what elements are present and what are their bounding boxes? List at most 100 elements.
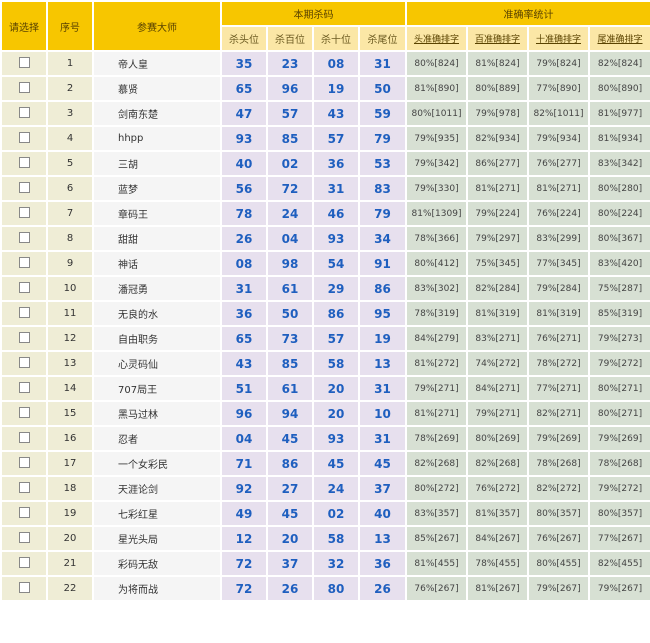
kill-head: 71 <box>220 450 268 477</box>
kill-ten: 02 <box>312 500 360 527</box>
seq-cell: 21 <box>46 550 94 577</box>
kill-hundred: 04 <box>266 225 314 252</box>
select-checkbox[interactable] <box>18 106 30 118</box>
table-row: 19 七彩红星 49 45 02 40 83%[357] 81%[357] 80%[357] 80… <box>0 500 650 527</box>
select-checkbox[interactable] <box>18 131 30 143</box>
sort-head-accuracy-link[interactable]: 头准确排字 <box>405 25 468 52</box>
select-checkbox[interactable] <box>18 481 30 493</box>
kill-tail: 26 <box>358 575 407 602</box>
select-checkbox[interactable] <box>18 231 30 243</box>
accuracy-ten: 78%[272] <box>527 350 590 377</box>
accuracy-head: 84%[279] <box>405 325 468 352</box>
accuracy-hundred: 78%[455] <box>466 550 529 577</box>
kill-ten: 20 <box>312 400 360 427</box>
accuracy-tail: 81%[934] <box>588 125 650 152</box>
select-checkbox[interactable] <box>18 381 30 393</box>
accuracy-tail: 83%[342] <box>588 150 650 177</box>
kill-tail: 79 <box>358 200 407 227</box>
select-cell <box>0 275 48 302</box>
select-checkbox[interactable] <box>18 506 30 518</box>
accuracy-hundred: 86%[277] <box>466 150 529 177</box>
accuracy-tail: 80%[367] <box>588 225 650 252</box>
accuracy-tail: 80%[890] <box>588 75 650 102</box>
table-row: 3 剑南东楚 47 57 43 59 80%[1011] 79%[978] 82%[1011] 8… <box>0 100 650 127</box>
kill-head: 36 <box>220 300 268 327</box>
kill-hundred: 24 <box>266 200 314 227</box>
master-name: 天涯论剑 <box>92 475 222 502</box>
select-checkbox[interactable] <box>18 331 30 343</box>
accuracy-hundred: 79%[297] <box>466 225 529 252</box>
select-checkbox[interactable] <box>18 431 30 443</box>
kill-ten: 36 <box>312 150 360 177</box>
select-cell <box>0 450 48 477</box>
select-checkbox[interactable] <box>18 406 30 418</box>
accuracy-ten: 80%[455] <box>527 550 590 577</box>
kill-tail: 34 <box>358 225 407 252</box>
kill-ten: 20 <box>312 375 360 402</box>
accuracy-ten: 78%[268] <box>527 450 590 477</box>
table-row: 20 星光头局 12 20 58 13 85%[267] 84%[267] 76%[267] 77… <box>0 525 650 552</box>
kill-ten: 24 <box>312 475 360 502</box>
select-cell <box>0 475 48 502</box>
select-checkbox[interactable] <box>18 281 30 293</box>
kill-hundred: 57 <box>266 100 314 127</box>
accuracy-hundred: 82%[284] <box>466 275 529 302</box>
kill-ten: 45 <box>312 450 360 477</box>
accuracy-ten: 83%[299] <box>527 225 590 252</box>
seq-cell: 17 <box>46 450 94 477</box>
accuracy-ten: 79%[284] <box>527 275 590 302</box>
accuracy-hundred: 79%[271] <box>466 400 529 427</box>
master-name: 彩码无敌 <box>92 550 222 577</box>
table-row: 4 hhpp 93 85 57 79 79%[935] 82%[934] 79%[934] 81%… <box>0 125 650 152</box>
table-row: 6 蓝梦 56 72 31 83 79%[330] 81%[271] 81%[271] 80%[2… <box>0 175 650 202</box>
select-checkbox[interactable] <box>18 156 30 168</box>
seq-cell: 15 <box>46 400 94 427</box>
kill-tail: 13 <box>358 350 407 377</box>
select-checkbox[interactable] <box>18 531 30 543</box>
accuracy-head: 80%[824] <box>405 50 468 77</box>
accuracy-ten: 81%[319] <box>527 300 590 327</box>
select-checkbox[interactable] <box>18 356 30 368</box>
master-name: 蓝梦 <box>92 175 222 202</box>
select-checkbox[interactable] <box>18 181 30 193</box>
accuracy-ten: 80%[357] <box>527 500 590 527</box>
select-checkbox[interactable] <box>18 556 30 568</box>
select-checkbox[interactable] <box>18 206 30 218</box>
accuracy-hundred: 83%[271] <box>466 325 529 352</box>
select-checkbox[interactable] <box>18 456 30 468</box>
kill-head: 47 <box>220 100 268 127</box>
master-name: 潘冠勇 <box>92 275 222 302</box>
sort-hundred-accuracy-link[interactable]: 百准确排字 <box>466 25 529 52</box>
select-cell <box>0 350 48 377</box>
table-row: 2 慕贤 65 96 19 50 81%[890] 80%[889] 77%[890] 80%[8… <box>0 75 650 102</box>
kill-tail: 86 <box>358 275 407 302</box>
kill-ten: 93 <box>312 225 360 252</box>
kill-head: 78 <box>220 200 268 227</box>
sort-tail-accuracy-link[interactable]: 尾准确排字 <box>588 25 650 52</box>
accuracy-head: 83%[302] <box>405 275 468 302</box>
header-master: 参赛大师 <box>92 0 222 52</box>
master-name: 神话 <box>92 250 222 277</box>
kill-tail: 40 <box>358 500 407 527</box>
sort-ten-accuracy-link[interactable]: 十准确排字 <box>527 25 590 52</box>
table-row: 18 天涯论剑 92 27 24 37 80%[272] 76%[272] 82%[272] 79… <box>0 475 650 502</box>
table-row: 13 心灵码仙 43 85 58 13 81%[272] 74%[272] 78%[272] 79… <box>0 350 650 377</box>
select-checkbox[interactable] <box>18 56 30 68</box>
kill-hundred: 50 <box>266 300 314 327</box>
accuracy-head: 79%[271] <box>405 375 468 402</box>
kill-tail: 31 <box>358 375 407 402</box>
select-checkbox[interactable] <box>18 81 30 93</box>
kill-head: 92 <box>220 475 268 502</box>
select-checkbox[interactable] <box>18 306 30 318</box>
accuracy-head: 81%[455] <box>405 550 468 577</box>
seq-cell: 1 <box>46 50 94 77</box>
master-name: 心灵码仙 <box>92 350 222 377</box>
accuracy-hundred: 81%[271] <box>466 175 529 202</box>
select-cell <box>0 300 48 327</box>
select-checkbox[interactable] <box>18 581 30 593</box>
header-kill-tail: 杀尾位 <box>358 25 407 52</box>
master-name: 星光头局 <box>92 525 222 552</box>
accuracy-head: 79%[342] <box>405 150 468 177</box>
select-checkbox[interactable] <box>18 256 30 268</box>
kill-tail: 19 <box>358 325 407 352</box>
